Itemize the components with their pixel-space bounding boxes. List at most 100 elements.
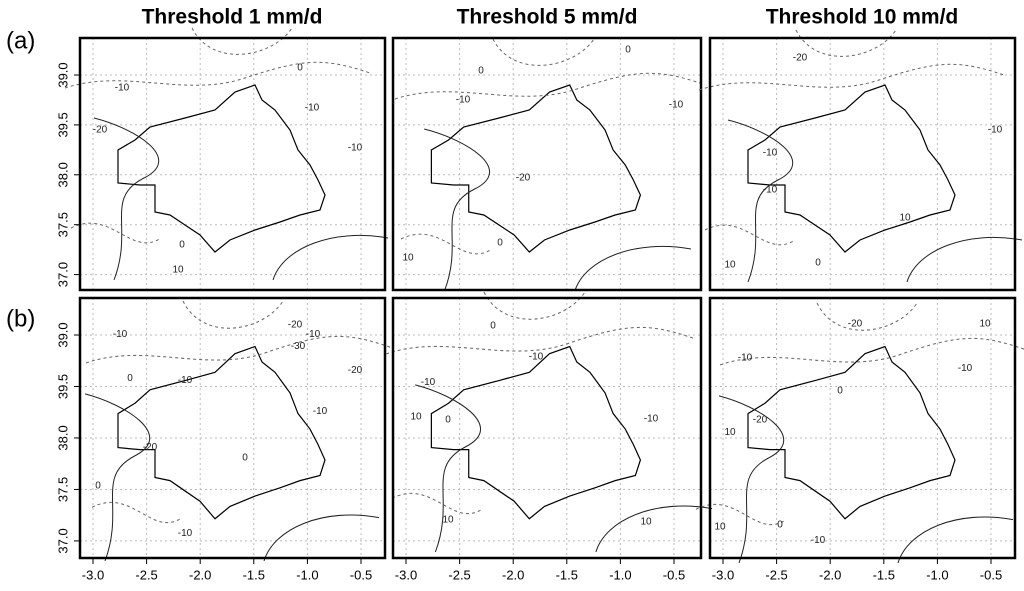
contour-line (182, 300, 284, 329)
contour-label: 10 (899, 213, 911, 224)
contour-line (272, 234, 389, 281)
region-outline (747, 345, 956, 520)
contour-line (424, 128, 490, 292)
contour-label: 0 (497, 238, 503, 249)
contour-label: -20 (288, 319, 303, 330)
contour-label: 10 (172, 265, 184, 276)
contour-label: 0 (837, 385, 843, 396)
contour-label: -10 (644, 413, 659, 424)
contour-line (483, 291, 586, 320)
contour-label: -10 (669, 100, 684, 111)
contour-line (70, 222, 162, 244)
contour-label: -10 (529, 351, 544, 362)
contour-label: 10 (979, 318, 991, 329)
y-tick-label: 39.5 (55, 112, 70, 137)
x-tick-label: -2.5 (448, 567, 470, 582)
contour-label: -10 (738, 352, 753, 363)
contour-line (595, 505, 713, 553)
contour-line (727, 119, 794, 283)
contour-line (93, 117, 160, 281)
column-title: Threshold 1 mm/d (142, 6, 323, 29)
y-tick-label: 37.0 (55, 528, 70, 553)
x-tick-label: -1.5 (243, 567, 265, 582)
panel-frame (78, 36, 387, 292)
contour-line (492, 38, 595, 66)
contour-line (897, 516, 1014, 564)
panel-frame (708, 296, 1017, 560)
contour-line (816, 302, 918, 331)
y-tick-label: 37.5 (55, 212, 70, 237)
contour-label: -20 (143, 442, 158, 453)
contour-label: 0 (815, 258, 821, 269)
y-tick-label: 39.0 (55, 62, 70, 87)
x-tick-label: -3.0 (712, 567, 734, 582)
x-tick-label: -1.0 (296, 567, 318, 582)
contour-label: 0 (95, 480, 101, 491)
panel: 0 -10 -10 -20 -10 0 10 (64, 27, 389, 292)
contour-line (400, 233, 493, 255)
contour-line (391, 492, 484, 515)
contour-label: -10 (306, 329, 321, 340)
panel: 0 0 -10 -10 -20 0 10 (391, 36, 704, 292)
y-tick-label: 39.0 (55, 322, 70, 347)
region-outline (117, 84, 326, 253)
panel-frame (391, 36, 703, 292)
x-tick-label: -2.0 (502, 567, 524, 582)
contour-line (698, 63, 1005, 91)
column-title: Threshold 10 mm/d (766, 6, 959, 29)
contour-label: 10 (724, 260, 736, 271)
contour-line (394, 72, 704, 100)
contour-line (695, 503, 787, 526)
contour-label: 0 (127, 373, 133, 384)
x-tick-label: -0.5 (663, 567, 685, 582)
x-tick-label: -2.0 (189, 567, 211, 582)
column-title: Threshold 5 mm/d (457, 6, 638, 29)
region-outline (430, 84, 642, 253)
contour-line (191, 27, 293, 55)
x-tick-label: -1.0 (926, 567, 948, 582)
contour-label: -20 (516, 173, 531, 184)
x-tick-label: -3.0 (395, 567, 417, 582)
contour-line (85, 335, 392, 364)
contour-label: 0 (179, 240, 185, 251)
region-outline (747, 84, 956, 253)
panel: -20-10-10-300 -10-20-200-100-10 (78, 296, 392, 562)
x-tick-label: -1.5 (873, 567, 895, 582)
contour-label: -10 (811, 535, 826, 546)
contour-label: -20 (348, 365, 363, 376)
contour-label: -10 (178, 375, 193, 386)
contour-label: 10 (402, 253, 414, 264)
contour-line (906, 236, 1023, 283)
contour-line (574, 245, 692, 292)
contour-label: -20 (93, 125, 108, 136)
contour-label: -10 (348, 143, 363, 154)
contour-label: -10 (958, 363, 973, 374)
contour-line (795, 29, 897, 57)
contour-line (263, 514, 380, 562)
y-tick-label: 38.0 (55, 162, 70, 187)
y-tick-label: 39.5 (55, 374, 70, 399)
x-tick-label: -2.5 (765, 567, 787, 582)
y-tick-label: 37.5 (55, 477, 70, 502)
contour-label: -10 (305, 103, 320, 114)
x-tick-label: -2.0 (819, 567, 841, 582)
contour-label: -10 (763, 148, 778, 159)
panel-frame (78, 296, 387, 560)
contour-label: -10 (421, 377, 436, 388)
contour-label: 10 (724, 427, 736, 438)
panel: 10 -20 -10 -10 0 -20 10 10 0 -10 (695, 296, 1024, 564)
contour-line (91, 501, 183, 524)
contour-label: -10 (178, 528, 193, 539)
x-tick-label: -2.5 (135, 567, 157, 582)
x-tick-label: -1.5 (556, 567, 578, 582)
panel-frame (391, 296, 703, 560)
contour-line (385, 326, 695, 355)
panel: -20 -10 -10 -10 10 0 10 (698, 29, 1023, 292)
x-tick-label: -0.5 (980, 567, 1002, 582)
contour-label: 0 (445, 414, 451, 425)
contour-line (719, 337, 1024, 366)
row-label: (a) (6, 27, 35, 54)
region-outline (430, 345, 642, 520)
contour-line (64, 61, 371, 89)
contour-line (704, 224, 796, 246)
